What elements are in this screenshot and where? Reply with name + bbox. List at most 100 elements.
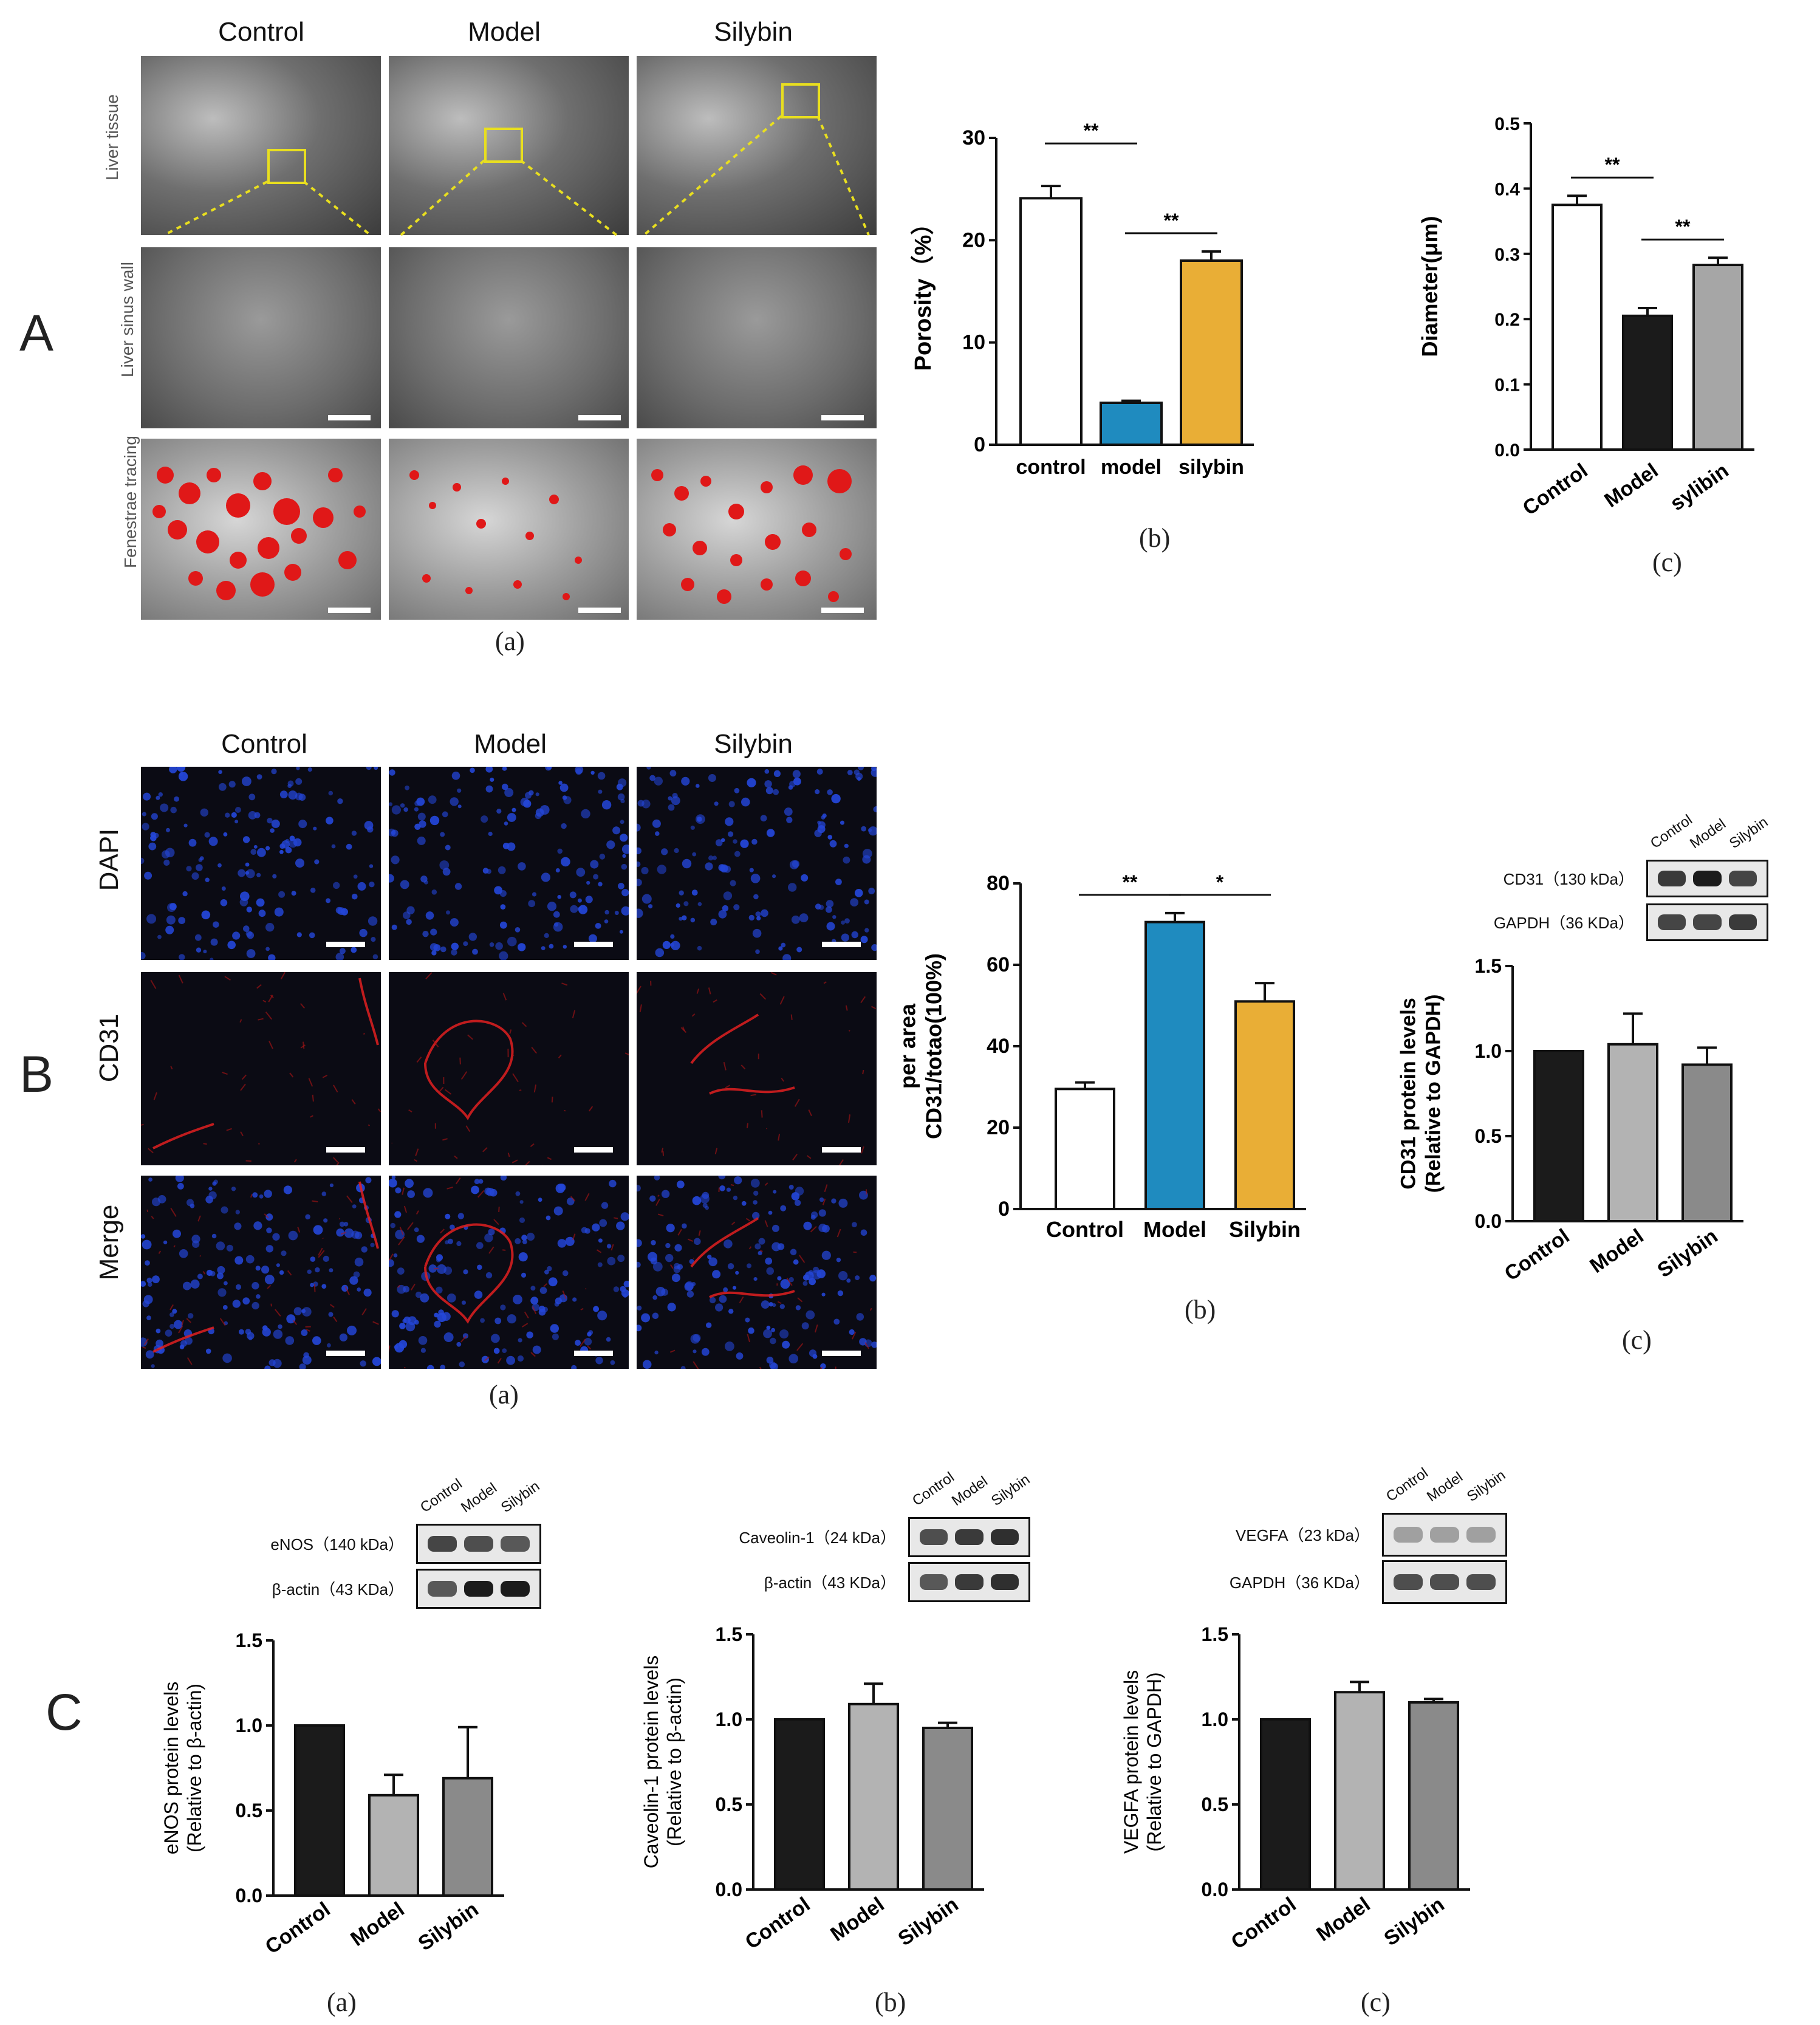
- blot-membrane: [908, 1517, 1030, 1557]
- y-axis-label: (Relative to β-actin): [183, 1684, 205, 1852]
- category-label: Silybin: [1653, 1224, 1722, 1282]
- blot-row-label: GAPDH（36 KDa）: [1493, 914, 1634, 932]
- y-axis-label: eNOS protein levels: [160, 1682, 182, 1855]
- category-label: model: [1101, 456, 1161, 479]
- panel-letter-b: B: [19, 1046, 54, 1103]
- y-axis-label: (Relative to β-actin): [663, 1677, 685, 1846]
- y-tick-label: 0.2: [1494, 310, 1520, 330]
- blot-lane-label: Model: [948, 1473, 991, 1510]
- blot-lane-label: Model: [1423, 1468, 1466, 1506]
- panel-letter-a: A: [19, 304, 54, 361]
- blot-band: [501, 1536, 530, 1552]
- y-tick-label: 0.5: [236, 1800, 262, 1821]
- scale-bar: [578, 415, 621, 420]
- blot-membrane: [1382, 1513, 1507, 1557]
- fluorescence-image: [141, 972, 381, 1165]
- b-sublabel-c: (c): [1622, 1325, 1652, 1355]
- bar: [294, 1724, 345, 1897]
- blot-lane-label: Control: [909, 1468, 957, 1510]
- y-tick-label: 0: [998, 1198, 1010, 1221]
- blot-band: [428, 1536, 457, 1552]
- blot-membrane: [1646, 903, 1768, 941]
- blot-band: [501, 1581, 530, 1597]
- blot-lane-label: Model: [457, 1479, 500, 1516]
- a-sublabel-c: (c): [1652, 547, 1682, 577]
- scale-bar: [326, 942, 365, 947]
- y-tick-label: 1.5: [1202, 1623, 1228, 1645]
- blot-lane-label: Control: [417, 1475, 465, 1516]
- y-axis-label: Diameter(μm): [1417, 216, 1442, 357]
- category-label: Silybin: [414, 1897, 482, 1955]
- scale-bar: [578, 608, 621, 613]
- blot-membrane: [1382, 1560, 1507, 1604]
- blot-band: [1394, 1527, 1423, 1543]
- y-tick-label: 20: [987, 1116, 1010, 1139]
- blot-lane-label: Control: [1647, 811, 1695, 852]
- blot-band: [1466, 1574, 1496, 1590]
- blot-row-label: GAPDH（36 KDa）: [1229, 1574, 1370, 1592]
- blot-band: [464, 1581, 493, 1597]
- y-tick-label: 1.0: [716, 1708, 742, 1730]
- blot-lane-label: Model: [1686, 815, 1729, 852]
- category-label: Control: [741, 1893, 815, 1953]
- category-label: Model: [1143, 1217, 1206, 1242]
- bar: [1408, 1701, 1459, 1891]
- scale-bar: [821, 415, 864, 420]
- bar: [922, 1727, 973, 1891]
- chart-enos: 0.0 0.5 1.0 1.5 Control Model Silybin eNOS prot…: [160, 1629, 504, 1959]
- category-label: Control: [1500, 1224, 1574, 1285]
- y-tick-label: 60: [987, 953, 1010, 976]
- y-axis-label: Caveolin-1 protein levels: [640, 1656, 662, 1868]
- y-tick-label: 80: [987, 872, 1010, 895]
- y-axis-label: Porosity（%）: [911, 212, 936, 371]
- blot-band: [1658, 914, 1686, 930]
- a-col-silybin: Silybin: [714, 17, 793, 47]
- blot-membrane: [416, 1524, 541, 1564]
- a-col-control: Control: [218, 17, 304, 47]
- blot-band: [1466, 1527, 1496, 1543]
- y-tick-label: 0.0: [236, 1885, 262, 1907]
- y-tick-label: 1.5: [236, 1629, 262, 1651]
- blot-row-label: VEGFA（23 kDa）: [1235, 1526, 1370, 1544]
- b-row-cd31: CD31: [94, 1013, 124, 1083]
- a-sublabel-a: (a): [495, 626, 525, 656]
- bar: [1019, 197, 1083, 446]
- fenestrae-model: [389, 439, 629, 620]
- scale-bar: [328, 415, 371, 420]
- bar: [1334, 1691, 1385, 1891]
- scale-bar: [574, 1147, 613, 1153]
- b-col-silybin: Silybin: [714, 729, 793, 759]
- blot-row-label: β-actin（43 KDa）: [764, 1574, 896, 1592]
- y-tick-label: 0.0: [1202, 1879, 1228, 1900]
- category-label: Control: [1046, 1217, 1124, 1242]
- b-sublabel-b: (b): [1185, 1295, 1216, 1324]
- category-label: Control: [261, 1897, 335, 1958]
- c-sublabel-a: (a): [327, 1987, 357, 2017]
- y-tick-label: 0.5: [1475, 1125, 1502, 1147]
- significance-marker: *: [1216, 871, 1224, 893]
- fluorescence-image: [389, 767, 629, 960]
- sem-silybin-sinus: [637, 247, 877, 428]
- sem-control-tissue: [141, 56, 381, 235]
- scale-bar: [328, 608, 371, 613]
- significance-marker: **: [1084, 120, 1099, 142]
- a-col-model: Model: [468, 17, 541, 47]
- blot-band: [990, 1574, 1019, 1590]
- significance-marker: **: [1164, 210, 1179, 231]
- zoom-box-model: [484, 128, 523, 163]
- bar: [442, 1777, 493, 1897]
- panel-letter-c: C: [46, 1684, 83, 1741]
- blot-band: [990, 1529, 1019, 1545]
- y-tick-label: 1.0: [236, 1715, 262, 1736]
- fenestrae-dots: [152, 465, 852, 604]
- category-label: silybin: [1179, 456, 1244, 479]
- y-tick-label: 40: [987, 1035, 1010, 1058]
- b-col-model: Model: [474, 729, 547, 759]
- bar: [1144, 920, 1205, 1211]
- y-tick-label: 0.5: [1202, 1794, 1228, 1815]
- bar: [1055, 1088, 1115, 1210]
- fluorescence-image: [389, 1176, 629, 1369]
- scale-bar: [326, 1351, 365, 1356]
- zoom-box-silybin: [781, 83, 820, 118]
- bar: [368, 1794, 419, 1897]
